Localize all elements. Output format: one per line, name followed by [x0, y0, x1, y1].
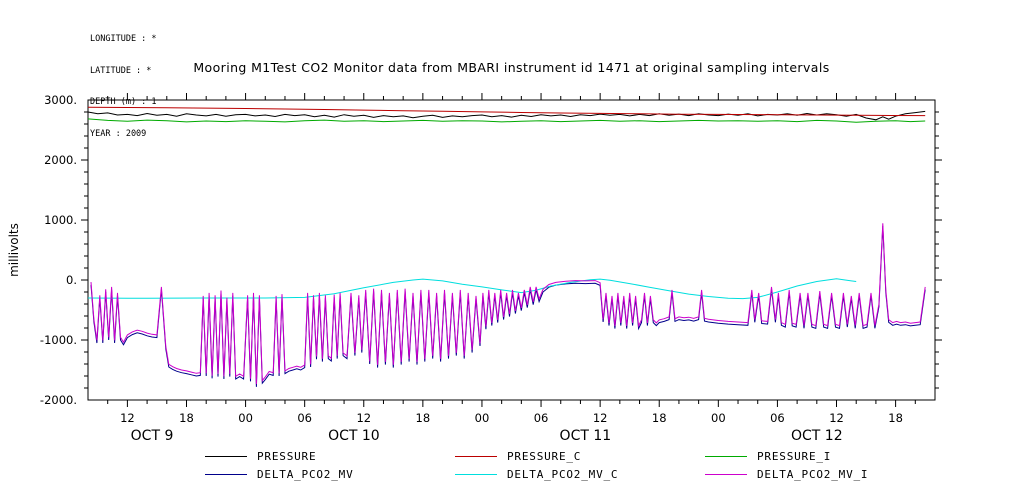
x-tick-label: 12	[120, 411, 135, 425]
date-label: OCT 11	[560, 428, 612, 444]
x-tick-labels: 12 18 00 06 12 18 00 06 12 18 00 06 12 18 OCT 9 OCT 10 O…	[120, 411, 903, 444]
x-tick-label: 12	[829, 411, 844, 425]
x-tick-label: 06	[534, 411, 549, 425]
x-ticks	[107, 93, 916, 407]
x-tick-label: 00	[711, 411, 726, 425]
legend-swatch	[705, 455, 747, 457]
legend-item-PRESSURE_I: PRESSURE_I	[705, 449, 831, 463]
y-tick-label: 2000.	[44, 153, 77, 167]
legend-swatch	[705, 473, 747, 475]
series-PRESSURE_C	[87, 106, 926, 117]
date-label: OCT 9	[131, 428, 174, 444]
y-ticks	[81, 111, 942, 389]
legend-item-PRESSURE_C: PRESSURE_C	[455, 449, 581, 463]
latitude-info: LATITUDE : *	[90, 65, 152, 76]
x-tick-label: 12	[356, 411, 371, 425]
x-tick-label: 18	[652, 411, 667, 425]
chart-title: Mooring M1Test CO2 Monitor data from MBA…	[193, 60, 830, 75]
legend-item-PRESSURE: PRESSURE	[205, 449, 316, 463]
x-tick-label: 06	[297, 411, 312, 425]
dataset-info: LONGITUDE : * LATITUDE : * DEPTH (m) : 1…	[90, 13, 157, 150]
y-tick-label: -2000.	[40, 393, 77, 407]
x-tick-label: 18	[179, 411, 194, 425]
y-tick-label: 0.	[66, 273, 77, 287]
legend-item-DELTA_PCO2_MV: DELTA_PCO2_MV	[205, 467, 354, 481]
y-tick-label: 1000.	[44, 213, 77, 227]
x-tick-label: 00	[238, 411, 253, 425]
legend-item-DELTA_PCO2_MV_I: DELTA_PCO2_MV_I	[705, 467, 868, 481]
y-tick-labels: 3000. 2000. 1000. 0. -1000. -2000.	[40, 93, 77, 407]
longitude-info: LONGITUDE : *	[90, 34, 157, 44]
legend-swatch	[205, 455, 247, 457]
x-tick-label: 06	[770, 411, 785, 425]
x-tick-label: 18	[888, 411, 903, 425]
y-tick-label: -1000.	[40, 333, 77, 347]
x-tick-label: 12	[593, 411, 608, 425]
x-tick-label: 18	[416, 411, 431, 425]
legend-label: PRESSURE_C	[507, 449, 582, 463]
chart-legend: PRESSURE PRESSURE_C PRESSURE_I DELTA_PCO2_M…	[0, 449, 1009, 489]
axis-box	[87, 99, 936, 401]
depth-info: DEPTH (m) : 1	[90, 97, 157, 107]
legend-label: DELTA_PCO2_MV_C	[507, 467, 619, 481]
date-label: OCT 10	[328, 428, 380, 444]
legend-label: DELTA_PCO2_MV	[257, 467, 354, 481]
series-DELTA_PCO2_MV_C	[87, 278, 857, 300]
legend-label: PRESSURE_I	[757, 449, 832, 463]
legend-label: PRESSURE	[257, 449, 317, 463]
legend-item-DELTA_PCO2_MV_C: DELTA_PCO2_MV_C	[455, 467, 618, 481]
series-DELTA_PCO2_MV_I	[90, 223, 926, 385]
x-tick-label: 00	[475, 411, 490, 425]
y-tick-label: 3000.	[44, 93, 77, 107]
date-label: OCT 12	[791, 428, 843, 444]
legend-label: DELTA_PCO2_MV_I	[757, 467, 869, 481]
legend-swatch	[455, 455, 497, 457]
legend-swatch	[205, 473, 247, 475]
series-PRESSURE_I	[87, 118, 926, 123]
year-info: YEAR : 2009	[90, 128, 147, 139]
legend-swatch	[455, 473, 497, 475]
